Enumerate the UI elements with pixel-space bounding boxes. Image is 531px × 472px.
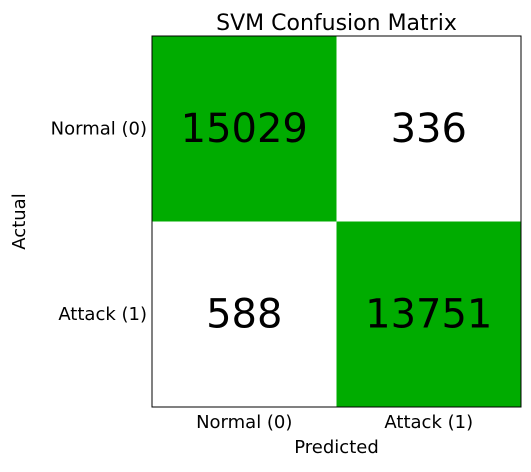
cells-layer bbox=[152, 36, 521, 407]
x-tick-labels: Normal (0) Attack (1) bbox=[196, 412, 473, 433]
x-tick-label: Normal (0) bbox=[196, 412, 292, 433]
cell-value-r0-c1: 336 bbox=[391, 106, 467, 152]
x-axis-label: Predicted bbox=[294, 437, 379, 458]
y-tick-label: Attack (1) bbox=[58, 304, 147, 325]
plot-frame bbox=[151, 35, 522, 408]
matrix-cell-r1-c0 bbox=[152, 221, 337, 407]
chart-title: SVM Confusion Matrix bbox=[216, 11, 457, 36]
cell-value-r1-c0: 588 bbox=[206, 291, 282, 337]
y-tick-label: Normal (0) bbox=[51, 118, 147, 139]
matrix-cell-r0-c0 bbox=[152, 36, 337, 222]
y-tick-labels: Normal (0) Attack (1) bbox=[51, 118, 147, 325]
matrix-cell-r0-c1 bbox=[336, 36, 521, 222]
cell-value-r0-c0: 15029 bbox=[181, 106, 308, 152]
cell-value-r1-c1: 13751 bbox=[365, 291, 492, 337]
y-axis-label: Actual bbox=[9, 193, 30, 249]
x-tick-label: Attack (1) bbox=[384, 412, 473, 433]
values-layer: 15029 336 588 13751 bbox=[181, 106, 493, 338]
matrix-cell-r1-c1 bbox=[336, 221, 521, 407]
